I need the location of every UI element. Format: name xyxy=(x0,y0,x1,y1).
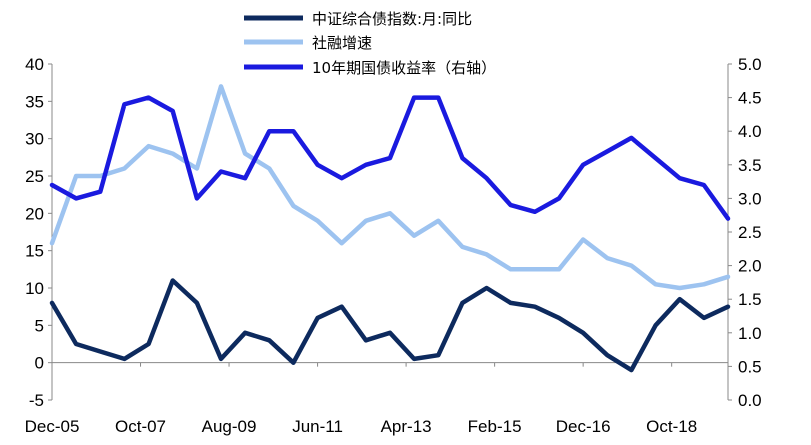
left-tick-label: 10 xyxy=(25,279,44,298)
legend-label-1: 社融增速 xyxy=(312,34,372,52)
left-tick-label: 40 xyxy=(25,55,44,74)
x-tick-label: Apr-13 xyxy=(381,417,432,436)
series-line-2 xyxy=(49,95,731,221)
right-tick-label: 3.5 xyxy=(738,156,762,175)
legend-label-2: 10年期国债收益率（右轴） xyxy=(312,59,496,77)
right-tick-label: 4.5 xyxy=(738,89,762,108)
left-tick-label: 5 xyxy=(35,316,44,335)
left-tick-label: 35 xyxy=(25,92,44,111)
x-tick-label: Oct-07 xyxy=(115,417,166,436)
left-tick-label: -5 xyxy=(29,391,44,410)
right-tick-label: 0.0 xyxy=(738,391,762,410)
series-line-0 xyxy=(49,278,731,373)
right-tick-label: 0.5 xyxy=(738,357,762,376)
right-tick-label: 1.0 xyxy=(738,324,762,343)
left-tick-label: 20 xyxy=(25,204,44,223)
left-tick-label: 15 xyxy=(25,242,44,261)
right-tick-label: 2.5 xyxy=(738,223,762,242)
series-line-1 xyxy=(49,84,731,291)
x-tick-label: Oct-18 xyxy=(646,417,697,436)
legend-label-0: 中证综合债指数:月:同比 xyxy=(312,10,472,28)
right-tick-label: 3.0 xyxy=(738,189,762,208)
left-tick-label: 30 xyxy=(25,130,44,149)
right-tick-label: 2.0 xyxy=(738,257,762,276)
right-tick-label: 5.0 xyxy=(738,55,762,74)
x-tick-label: Dec-16 xyxy=(556,417,611,436)
x-tick-label: Aug-09 xyxy=(202,417,257,436)
right-tick-label: 1.5 xyxy=(738,290,762,309)
series-layer xyxy=(49,84,731,373)
right-tick-label: 4.0 xyxy=(738,122,762,141)
x-tick-label: Feb-15 xyxy=(468,417,522,436)
left-tick-label: 25 xyxy=(25,167,44,186)
x-tick-label: Dec-05 xyxy=(25,417,80,436)
axes-layer: -5 0 5 10 15 20 25 30 35 40 0.0 0.5 1.0 1.5 2.0 2.5 3.0 3… xyxy=(25,55,762,436)
left-tick-label: 0 xyxy=(35,354,44,373)
x-tick-label: Jun-11 xyxy=(292,417,343,436)
